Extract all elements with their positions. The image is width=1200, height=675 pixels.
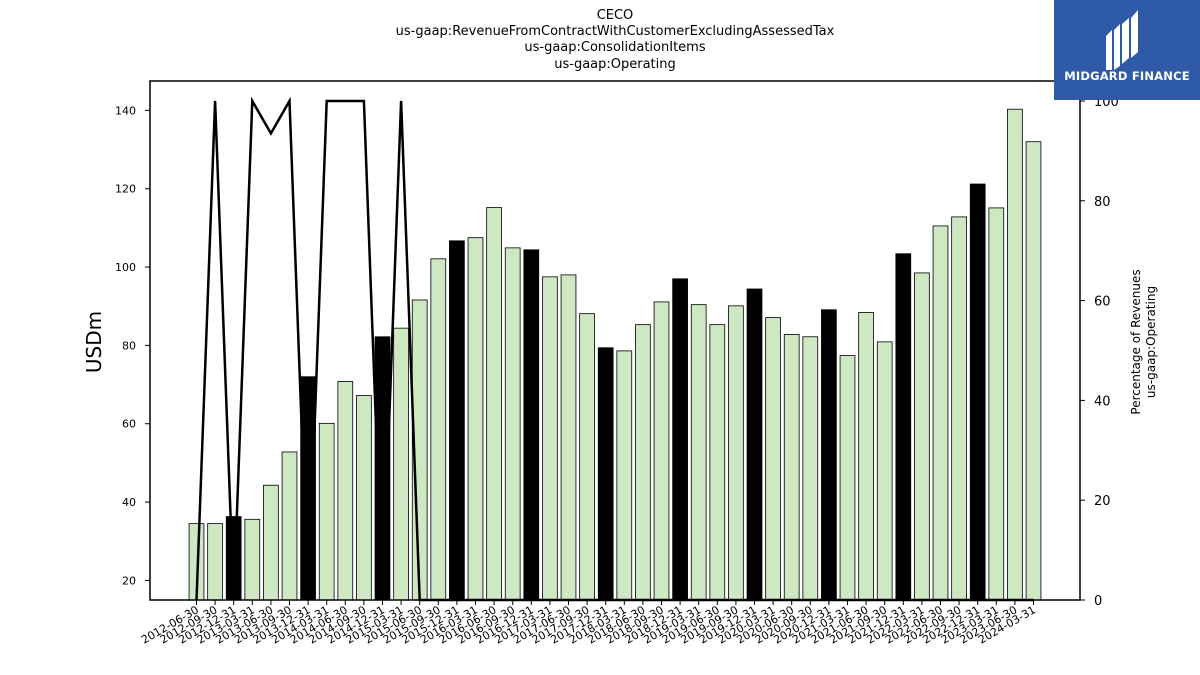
bar-2020-12-31 (821, 309, 837, 601)
bar-2022-06-30 (932, 225, 949, 601)
bar-2020-03-31 (765, 317, 781, 601)
chart-title-line-1: CECO (596, 8, 634, 23)
y2-tick-label-80: 80 (1094, 195, 1111, 210)
y-tick-label-140: 140 (115, 104, 136, 117)
logo-mark-icon (1106, 10, 1138, 70)
bar-2014-03-31 (318, 422, 335, 601)
bar-2022-03-31 (914, 272, 930, 601)
bar-2016-03-31 (467, 237, 484, 601)
bar-2015-12-31 (449, 240, 465, 601)
bar-2017-06-30 (560, 274, 577, 601)
bar-2017-09-30 (579, 313, 595, 601)
bar-2016-06-30 (486, 207, 502, 601)
plot-frame (149, 80, 1081, 601)
chart-title-line-2: us-gaap:RevenueFromContractWithCustomerE… (395, 24, 835, 39)
chart-title-line-4: us-gaap:Operating (554, 57, 676, 72)
bar-2020-06-30 (783, 334, 800, 601)
bar-2020-09-30 (802, 336, 819, 601)
y2-tick-label-20: 20 (1094, 494, 1111, 509)
bar-2014-06-30 (337, 381, 354, 601)
bar-2016-09-30 (504, 247, 521, 601)
bar-2018-12-31 (672, 278, 688, 601)
y2-tick-label-0: 0 (1094, 594, 1102, 609)
bar-2018-03-31 (616, 350, 633, 601)
y-tick-label-40: 40 (122, 496, 136, 509)
bar-2021-03-31 (839, 355, 856, 601)
bar-2017-03-31 (542, 276, 558, 601)
bar-2013-03-31 (244, 518, 261, 601)
logo-text: MIDGARD FINANCE (1064, 69, 1190, 83)
y2-tick-label-40: 40 (1094, 394, 1111, 409)
bar-2019-09-30 (728, 305, 744, 601)
bar-2019-03-31 (690, 304, 707, 601)
bar-2024-03-31 (1025, 141, 1042, 601)
bar-2019-06-30 (709, 324, 726, 601)
bar-2015-03-31 (393, 327, 409, 601)
bar-2018-06-30 (635, 324, 651, 601)
bar-2021-12-31 (895, 253, 912, 601)
bar-2012-09-30 (207, 523, 223, 601)
bar-2016-12-31 (523, 249, 540, 601)
bar-2013-09-30 (281, 451, 298, 601)
bar-2021-09-30 (876, 341, 893, 601)
bar-2022-12-31 (969, 183, 986, 601)
bar-2018-09-30 (653, 301, 670, 601)
bar-2017-12-31 (597, 347, 614, 601)
bar-2023-06-30 (1007, 108, 1023, 601)
bar-2015-09-30 (430, 258, 447, 601)
bar-2014-09-30 (356, 395, 372, 601)
bar-2023-03-31 (988, 207, 1005, 601)
y-tick-label-80: 80 (122, 339, 136, 352)
bar-2019-12-31 (746, 288, 763, 601)
chart-title-line-3: us-gaap:ConsolidationItems (524, 40, 706, 55)
y-tick-label-60: 60 (122, 418, 136, 431)
bar-2021-06-30 (858, 312, 874, 601)
y-tick-label-20: 20 (122, 574, 136, 587)
midgard-finance-logo: MIDGARD FINANCE (1054, 0, 1200, 100)
y-tick-label-100: 100 (115, 261, 136, 274)
y-tick-label-120: 120 (115, 183, 136, 196)
bar-2022-09-30 (951, 216, 967, 601)
bar-2013-06-30 (263, 484, 279, 601)
y2-tick-label-60: 60 (1094, 295, 1111, 310)
